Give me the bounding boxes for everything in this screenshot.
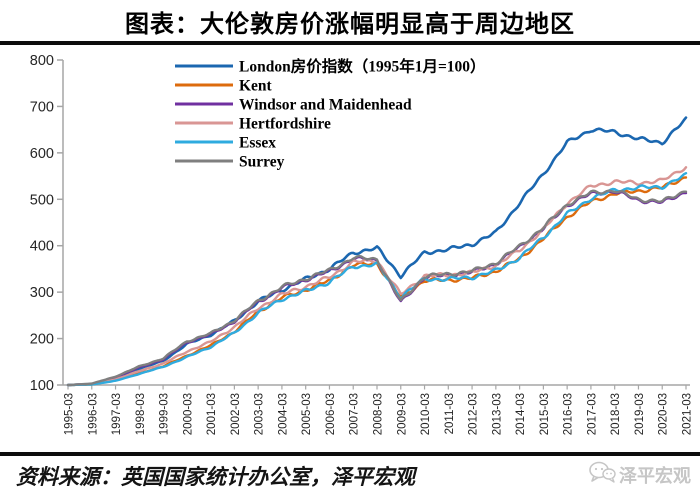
x-tick-label: 2018-03 [610, 393, 622, 435]
x-tick-label: 2016-03 [563, 393, 575, 435]
legend-label: Essex [239, 135, 276, 152]
series-lines [66, 116, 688, 387]
wechat-bubbles-icon [588, 460, 616, 489]
y-tick-label: 300 [30, 285, 54, 301]
x-tick-label: 2000-03 [182, 393, 194, 435]
x-tick-label: 2020-03 [658, 393, 670, 435]
x-tick-label: 1997-03 [111, 393, 123, 435]
chart-legend: London房价指数（1995年1月=100） Kent Windsor and M… [175, 57, 486, 171]
x-tick-label: 2012-03 [468, 393, 480, 435]
y-tick-label: 700 [30, 99, 54, 115]
x-tick-label: 2005-03 [301, 393, 313, 435]
y-tick-label: 800 [30, 53, 54, 69]
x-tick-label: 2013-03 [491, 393, 503, 435]
legend-label: London房价指数（1995年1月=100） [239, 57, 486, 76]
watermark: 泽平宏观 [588, 460, 691, 489]
x-tick-label: 2009-03 [396, 393, 408, 435]
y-tick-label: 400 [30, 239, 54, 255]
y-tick-label: 600 [30, 146, 54, 162]
footer-divider-rule [0, 452, 700, 456]
x-tick-label: 1996-03 [87, 393, 99, 435]
x-tick-label: 1998-03 [135, 393, 147, 435]
legend-label: Surrey [239, 154, 285, 171]
legend-label: Hertfordshire [239, 116, 331, 133]
x-tick-label: 2017-03 [586, 393, 598, 435]
x-tick-label: 2011-03 [444, 393, 456, 434]
x-tick-label: 2021-03 [681, 393, 693, 435]
x-tick-label: 2004-03 [277, 393, 289, 435]
series-line-6 [66, 189, 688, 387]
y-tick-label: 200 [30, 332, 54, 348]
y-tick-label: 500 [30, 192, 54, 208]
legend-label: Windsor and Maidenhead [239, 97, 412, 114]
legend-label: Kent [239, 78, 273, 95]
watermark-text: 泽平宏观 [619, 465, 691, 486]
page-title: 图表：大伦敦房价涨幅明显高于周边地区 [125, 12, 575, 38]
y-axis-ticks: 100 200 300 400 500 600 700 800 [30, 53, 63, 394]
x-tick-label: 2007-03 [349, 393, 361, 435]
x-tick-label: 2003-03 [254, 393, 266, 435]
source-note: 资料来源：英国国家统计办公室，泽平宏观 [16, 465, 415, 489]
series-line-2 [66, 176, 688, 387]
chart-area: 100 200 300 400 500 600 700 800 1995-03 1996-03 19… [0, 46, 700, 452]
x-tick-label: 1999-03 [159, 393, 171, 435]
series-line-5 [66, 171, 688, 387]
x-tick-label: 2015-03 [539, 393, 551, 435]
series-line-1 [66, 116, 688, 387]
x-tick-label: 2002-03 [230, 393, 242, 435]
x-tick-label: 2019-03 [634, 393, 646, 435]
x-tick-label: 2010-03 [420, 393, 432, 435]
x-tick-label: 2006-03 [325, 393, 337, 435]
x-axis-ticks: 1995-03 1996-03 1997-03 1998-03 1999-03 2000-… [64, 385, 693, 435]
x-tick-label: 1995-03 [64, 393, 76, 435]
y-tick-label: 100 [30, 378, 54, 394]
series-line-3 [66, 190, 688, 387]
x-tick-label: 2001-03 [206, 393, 218, 435]
x-tick-label: 2014-03 [515, 393, 527, 435]
x-tick-label: 2008-03 [372, 393, 384, 435]
title-divider-rule [0, 41, 700, 45]
